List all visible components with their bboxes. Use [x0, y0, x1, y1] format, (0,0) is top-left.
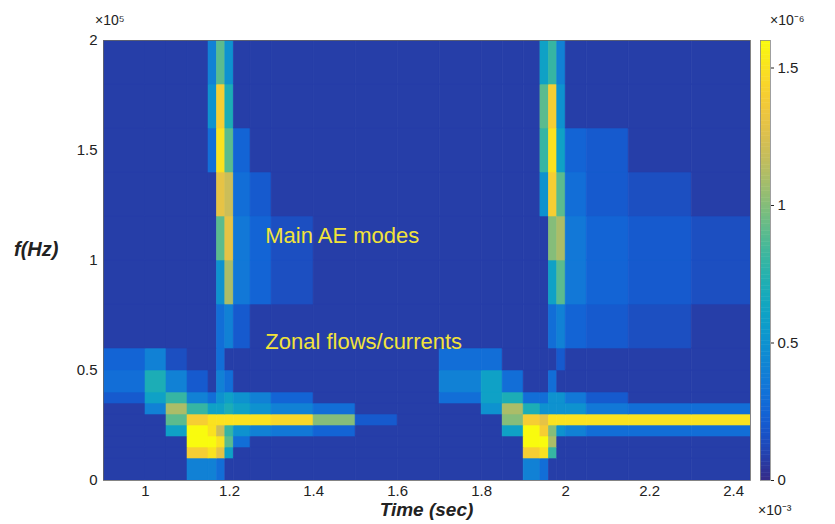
svg-text:2: 2	[561, 482, 569, 499]
svg-text:0.5: 0.5	[77, 361, 98, 378]
svg-text:1: 1	[89, 251, 97, 268]
svg-text:Main AE modes: Main AE modes	[265, 223, 419, 248]
html-text:×10⁵: ×10⁵	[95, 12, 125, 28]
svg-text:1.5: 1.5	[778, 59, 799, 76]
svg-text:1.8: 1.8	[471, 482, 492, 499]
svg-text:1.6: 1.6	[387, 482, 408, 499]
svg-text:Zonal flows/currents: Zonal flows/currents	[265, 329, 462, 354]
html-text:×10⁻³: ×10⁻³	[758, 502, 792, 518]
svg-text:1: 1	[141, 482, 149, 499]
svg-text:2.2: 2.2	[639, 482, 660, 499]
svg-text:1.4: 1.4	[303, 482, 324, 499]
svg-text:1.5: 1.5	[77, 141, 98, 158]
html-text:×10⁻⁶: ×10⁻⁶	[770, 12, 805, 28]
svg-text:2.4: 2.4	[723, 482, 744, 499]
svg-text:1: 1	[778, 196, 786, 213]
svg-text:0: 0	[778, 471, 786, 488]
svg-text:2: 2	[89, 31, 97, 48]
html-text:Time (sec): Time (sec)	[379, 499, 474, 520]
svg-text:0: 0	[89, 471, 97, 488]
svg-text:1.2: 1.2	[219, 482, 240, 499]
html-text:f(Hz): f(Hz)	[14, 238, 59, 260]
svg-text:0.5: 0.5	[778, 334, 799, 351]
